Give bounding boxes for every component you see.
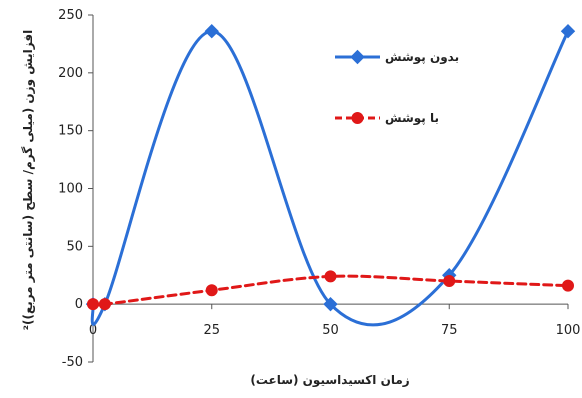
legend-label-1: بدون پوشش (385, 50, 459, 65)
data-point-series-2 (562, 279, 574, 292)
x-tick-label: 50 (322, 323, 339, 338)
legend-label-2: با پوشش (385, 111, 439, 126)
series-line-1 (90, 29, 570, 327)
y-tick-label: -50 (62, 355, 83, 370)
y-axis-title: افزایش وزن (میلی گرم/ سطح (سانتی متر مرب… (21, 30, 36, 330)
x-tick-label: 25 (203, 323, 220, 338)
x-tick-label: 75 (441, 323, 458, 338)
data-point-series-2 (443, 275, 456, 288)
y-tick-label: 0 (75, 297, 83, 312)
data-point-series-1 (323, 296, 338, 312)
data-point-series-2 (98, 298, 111, 311)
data-point-series-2 (205, 284, 218, 297)
y-tick-label: 50 (66, 239, 83, 254)
x-axis-title: زمان اکسیداسیون (ساعت) (250, 373, 409, 388)
legend-marker-1 (350, 49, 365, 65)
legend-marker-2 (351, 112, 364, 124)
y-tick-label: 200 (58, 66, 83, 81)
data-point-series-1 (204, 23, 219, 39)
y-tick-label: 150 (58, 124, 83, 139)
legend: بدون پوشش با پوشش (335, 49, 459, 126)
data-point-series-2 (324, 270, 337, 283)
axes (88, 14, 569, 363)
x-tick-label: 100 (556, 323, 581, 338)
series-group (85, 23, 576, 327)
data-point-series-1 (560, 23, 576, 39)
y-tick-label: 100 (58, 182, 83, 197)
y-tick-label: 250 (58, 8, 83, 23)
data-point-series-2 (87, 298, 99, 311)
tick-labels: -50 0 50 100 150 200 250 0 25 50 75 100 (58, 8, 580, 370)
x-tick-label: 0 (89, 323, 97, 338)
